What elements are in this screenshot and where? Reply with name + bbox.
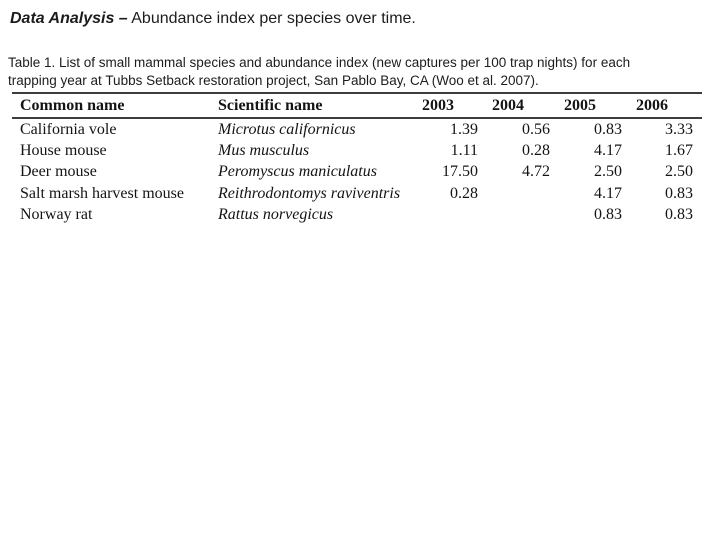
col-header-2004: 2004 bbox=[492, 97, 524, 114]
col-header-2006: 2006 bbox=[636, 97, 668, 114]
value-cell-2004: 4.72 bbox=[522, 163, 550, 181]
value-cell-2005: 0.83 bbox=[594, 205, 622, 223]
value-cell-2005: 4.17 bbox=[594, 184, 622, 202]
scientific-name-cell: Rattus norvegicus bbox=[218, 205, 334, 223]
scientific-name-cell: Reithrodontomys raviventris bbox=[218, 184, 401, 202]
value-cell-2006: 0.83 bbox=[665, 205, 693, 223]
value-cell-2003: 17.50 bbox=[442, 163, 478, 181]
value-cell-2004 bbox=[492, 204, 564, 225]
col-header-common-name: Common name bbox=[20, 97, 125, 114]
value-cell-2003: 1.39 bbox=[450, 121, 478, 138]
table-row: California vole Microtus californicus 1.… bbox=[12, 118, 702, 140]
caption-line-2: trapping year at Tubbs Setback restorati… bbox=[8, 73, 539, 88]
common-name-cell: Norway rat bbox=[20, 205, 93, 223]
scientific-name-cell: Mus musculus bbox=[218, 142, 310, 160]
species-abundance-table: Common name Scientific name 2003 2004 20… bbox=[12, 92, 702, 225]
scientific-name-cell: Microtus californicus bbox=[218, 121, 356, 138]
caption-line-1: Table 1. List of small mammal species an… bbox=[8, 55, 631, 70]
table-caption: Table 1. List of small mammal species an… bbox=[8, 54, 708, 90]
col-header-scientific-name: Scientific name bbox=[218, 97, 323, 114]
table-row: Deer mouse Peromyscus maniculatus 17.50 … bbox=[12, 161, 702, 182]
common-name-cell: Deer mouse bbox=[20, 163, 97, 181]
page-title: Data Analysis – Abundance index per spec… bbox=[10, 9, 416, 29]
value-cell-2005: 4.17 bbox=[594, 142, 622, 160]
value-cell-2003: 1.11 bbox=[450, 142, 478, 160]
common-name-cell: House mouse bbox=[20, 142, 107, 160]
table-header-row: Common name Scientific name 2003 2004 20… bbox=[12, 93, 702, 118]
col-header-2003: 2003 bbox=[422, 97, 454, 114]
value-cell-2006: 2.50 bbox=[665, 163, 693, 181]
common-name-cell: California vole bbox=[20, 121, 117, 138]
table-row: Norway rat Rattus norvegicus 0.83 0.83 bbox=[12, 204, 702, 225]
value-cell-2004 bbox=[492, 183, 564, 204]
value-cell-2004: 0.28 bbox=[522, 142, 550, 160]
title-lead-text: Data Analysis – bbox=[10, 10, 128, 27]
value-cell-2003 bbox=[422, 204, 492, 225]
col-header-2005: 2005 bbox=[564, 97, 596, 114]
value-cell-2003: 0.28 bbox=[450, 184, 478, 202]
species-table-container: Common name Scientific name 2003 2004 20… bbox=[12, 92, 702, 225]
value-cell-2006: 3.33 bbox=[665, 121, 693, 138]
value-cell-2006: 0.83 bbox=[665, 184, 693, 202]
table-row: House mouse Mus musculus 1.11 0.28 4.17 … bbox=[12, 140, 702, 161]
scientific-name-cell: Peromyscus maniculatus bbox=[218, 163, 377, 181]
title-rest-text: Abundance index per species over time. bbox=[127, 10, 416, 27]
value-cell-2006: 1.67 bbox=[665, 142, 693, 160]
table-row: Salt marsh harvest mouse Reithrodontomys… bbox=[12, 183, 702, 204]
common-name-cell: Salt marsh harvest mouse bbox=[20, 184, 184, 202]
value-cell-2005: 0.83 bbox=[594, 121, 622, 138]
value-cell-2005: 2.50 bbox=[594, 163, 622, 181]
value-cell-2004: 0.56 bbox=[522, 121, 550, 138]
